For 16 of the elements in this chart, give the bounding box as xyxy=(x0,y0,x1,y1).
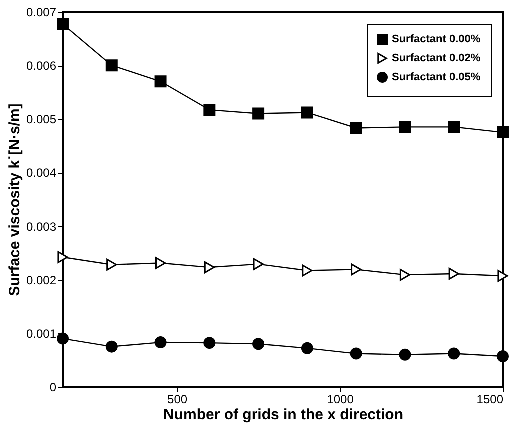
legend-label: Surfactant 0.02% xyxy=(392,52,481,64)
y-tick-label: 0 xyxy=(50,380,57,394)
x-tick-label: 500 xyxy=(168,392,188,406)
x-tick-label: 1000 xyxy=(327,392,354,406)
y-tick-label: 0.006 xyxy=(26,59,57,74)
x-tick-label: 1500 xyxy=(476,392,504,406)
x-axis-title: Number of grids in the x direction xyxy=(163,406,404,424)
legend-label: Surfactant 0.00% xyxy=(392,34,481,46)
y-axis-title: Surface viscosity k˙[N·s/m] xyxy=(6,104,24,296)
y-tick-label: 0.001 xyxy=(26,326,57,341)
y-tick-label: 0.004 xyxy=(26,166,57,180)
y-tick-label: 0.005 xyxy=(26,112,57,127)
y-tick-label: 0.003 xyxy=(26,220,57,234)
legend-label: Surfactant 0.05% xyxy=(392,72,481,84)
y-tick-label: 0.002 xyxy=(26,273,57,288)
y-tick-label: 0.007 xyxy=(26,6,57,20)
